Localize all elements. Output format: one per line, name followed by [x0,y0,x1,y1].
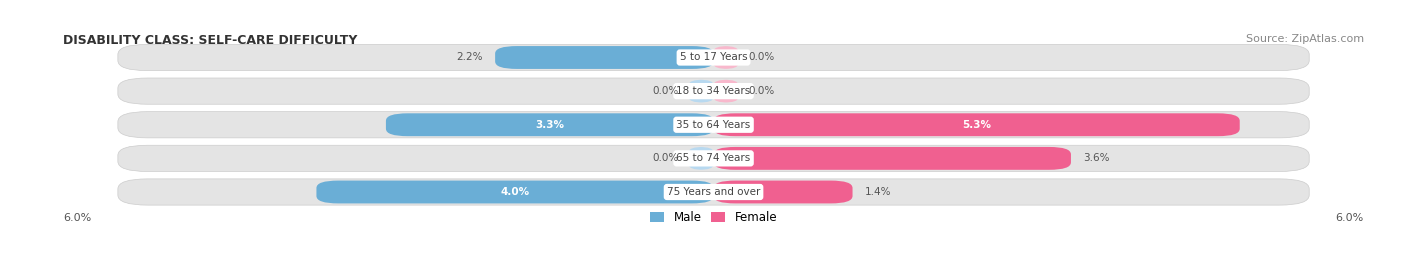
FancyBboxPatch shape [713,46,738,69]
Text: 6.0%: 6.0% [1336,213,1364,223]
Text: 2.2%: 2.2% [457,52,484,62]
Text: DISABILITY CLASS: SELF-CARE DIFFICULTY: DISABILITY CLASS: SELF-CARE DIFFICULTY [63,34,357,47]
FancyBboxPatch shape [385,113,713,136]
FancyBboxPatch shape [118,44,1309,70]
Text: 0.0%: 0.0% [748,52,775,62]
Text: 18 to 34 Years: 18 to 34 Years [676,86,751,96]
Text: 3.3%: 3.3% [536,120,564,130]
FancyBboxPatch shape [689,80,713,102]
FancyBboxPatch shape [495,46,713,69]
Text: 3.6%: 3.6% [1083,153,1109,163]
Legend: Male, Female: Male, Female [650,211,778,224]
FancyBboxPatch shape [713,147,1071,170]
Text: 0.0%: 0.0% [748,86,775,96]
Text: 0.0%: 0.0% [652,86,679,96]
Text: 35 to 64 Years: 35 to 64 Years [676,120,751,130]
Text: 0.0%: 0.0% [652,153,679,163]
FancyBboxPatch shape [713,113,1240,136]
FancyBboxPatch shape [713,80,738,102]
FancyBboxPatch shape [689,147,713,170]
FancyBboxPatch shape [118,179,1309,205]
Text: 75 Years and over: 75 Years and over [666,187,761,197]
Text: Source: ZipAtlas.com: Source: ZipAtlas.com [1246,34,1364,44]
Text: 5 to 17 Years: 5 to 17 Years [679,52,748,62]
FancyBboxPatch shape [118,145,1309,172]
FancyBboxPatch shape [118,112,1309,138]
FancyBboxPatch shape [713,180,852,203]
Text: 5.3%: 5.3% [962,120,991,130]
Text: 1.4%: 1.4% [865,187,891,197]
FancyBboxPatch shape [316,180,713,203]
FancyBboxPatch shape [118,78,1309,104]
Text: 4.0%: 4.0% [501,187,530,197]
Text: 65 to 74 Years: 65 to 74 Years [676,153,751,163]
Text: 6.0%: 6.0% [63,213,91,223]
